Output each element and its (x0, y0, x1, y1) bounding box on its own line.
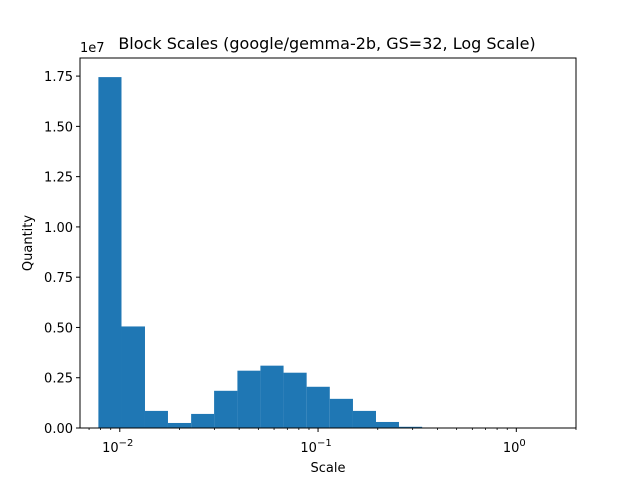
histogram-bar (214, 390, 238, 428)
histogram-bar (121, 326, 145, 428)
histogram-bar (144, 410, 168, 428)
x-tick-exponent: −2 (119, 438, 134, 449)
y-tick-label: 1.75 (44, 70, 73, 85)
plot-frame (79, 57, 577, 429)
histogram-bar (237, 370, 261, 428)
y-ticks-group: 0.00 0.25 0.50 0.75 1.00 1.25 1.50 1.75 (44, 70, 80, 437)
y-tick-label: 0.00 (44, 422, 73, 437)
histogram-bar (306, 386, 330, 428)
y-tick-label: 0.75 (44, 271, 73, 286)
y-tick-label: 1.00 (44, 221, 73, 236)
bars-group (98, 77, 561, 428)
histogram-bar (260, 365, 284, 428)
histogram-bar (375, 421, 399, 428)
histogram-bar (98, 77, 122, 428)
x-tick-exponent: 0 (519, 438, 525, 449)
y-tick-label: 1.25 (44, 171, 73, 186)
histogram-bar (191, 413, 215, 428)
chart-title: Block Scales (google/gemma-2b, GS=32, Lo… (118, 34, 535, 53)
histogram-bar (352, 410, 376, 428)
histogram-bar (329, 398, 353, 428)
x-tick-exponent: −1 (317, 438, 332, 449)
y-axis-label: Quantity (21, 215, 36, 271)
y-tick-label: 1.50 (44, 120, 73, 135)
y-multiplier-label: 1e7 (80, 41, 105, 56)
x-axis-label: Scale (311, 461, 346, 476)
histogram-bar (398, 426, 423, 428)
y-tick-label: 0.50 (44, 321, 73, 336)
histogram-bar (167, 422, 192, 428)
y-tick-label: 0.25 (44, 372, 73, 387)
histogram-bar (283, 372, 307, 428)
